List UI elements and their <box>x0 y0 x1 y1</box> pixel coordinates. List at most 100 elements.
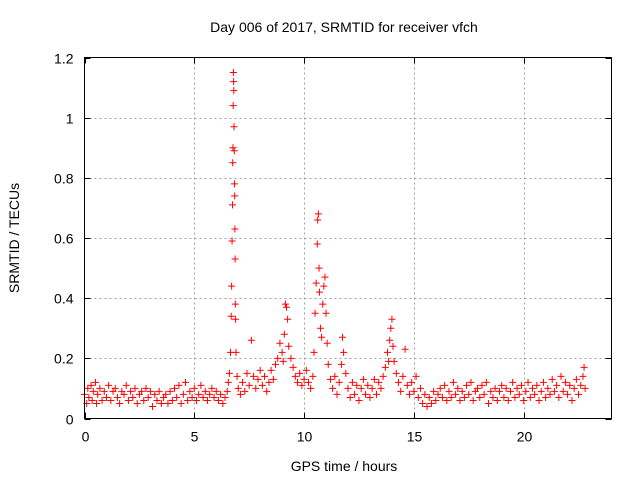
data-point <box>100 387 108 395</box>
data-point <box>229 102 237 110</box>
data-point <box>227 312 235 320</box>
data-point <box>234 384 242 392</box>
data-point <box>212 387 220 395</box>
data-point <box>438 393 446 401</box>
data-point <box>403 381 411 389</box>
data-point <box>153 396 161 404</box>
data-point <box>502 384 510 392</box>
data-point <box>581 384 589 392</box>
data-point <box>221 393 229 401</box>
data-point <box>368 384 376 392</box>
data-point <box>190 384 198 392</box>
data-point <box>304 378 312 386</box>
data-point <box>515 390 523 398</box>
data-point <box>443 396 451 404</box>
data-point <box>140 396 148 404</box>
data-point <box>230 147 238 155</box>
data-point <box>386 336 394 344</box>
data-point <box>186 387 194 395</box>
data-point <box>302 366 310 374</box>
y-axis-label: SRMTID / TECUs <box>6 183 22 293</box>
data-point <box>465 390 473 398</box>
data-point <box>579 372 587 380</box>
data-point <box>84 384 92 392</box>
data-point <box>224 378 232 386</box>
data-point <box>511 393 519 401</box>
data-point <box>323 339 331 347</box>
data-point <box>405 390 413 398</box>
data-point <box>517 381 525 389</box>
data-point <box>491 384 499 392</box>
data-point <box>348 378 356 386</box>
data-point <box>284 315 292 323</box>
data-point <box>381 363 389 371</box>
data-point <box>531 390 539 398</box>
data-point <box>408 378 416 386</box>
data-point <box>231 192 239 200</box>
data-point <box>557 372 565 380</box>
data-point <box>182 378 190 386</box>
data-point <box>570 384 578 392</box>
data-point <box>217 390 225 398</box>
data-point <box>279 357 287 365</box>
data-point <box>289 363 297 371</box>
data-point <box>96 384 104 392</box>
data-point <box>329 384 337 392</box>
data-point <box>245 381 253 389</box>
data-point <box>113 393 121 401</box>
data-point <box>318 333 326 341</box>
data-point <box>395 378 403 386</box>
data-point <box>401 345 409 353</box>
data-point <box>89 387 97 395</box>
data-point <box>142 384 150 392</box>
y-tick-label: 0.4 <box>54 291 74 307</box>
data-point <box>296 369 304 377</box>
data-point <box>480 390 488 398</box>
data-point <box>293 378 301 386</box>
data-point <box>228 201 236 209</box>
data-point <box>311 309 319 317</box>
data-point <box>149 402 157 410</box>
data-point <box>232 348 240 356</box>
data-point <box>504 396 512 404</box>
data-point <box>231 225 239 233</box>
data-point <box>247 336 255 344</box>
data-point <box>287 354 295 362</box>
data-point <box>482 378 490 386</box>
data-point <box>344 384 352 392</box>
y-tick-label: 0.8 <box>54 171 74 187</box>
data-point <box>116 399 124 407</box>
data-point <box>267 366 275 374</box>
data-point <box>397 387 405 395</box>
data-point <box>312 279 320 287</box>
data-point <box>577 381 585 389</box>
data-point <box>230 123 238 131</box>
data-point <box>375 378 383 386</box>
data-point <box>105 381 113 389</box>
data-point <box>539 378 547 386</box>
data-point <box>377 384 385 392</box>
data-point <box>326 375 334 383</box>
data-point <box>144 393 152 401</box>
y-tick-label: 1.2 <box>54 51 74 67</box>
data-point <box>155 387 163 395</box>
data-point <box>322 309 330 317</box>
x-tick-label: 10 <box>297 429 313 445</box>
data-point <box>337 360 345 368</box>
data-point <box>229 144 237 152</box>
data-point <box>232 315 240 323</box>
data-point <box>498 381 506 389</box>
data-point <box>131 384 139 392</box>
data-point <box>351 390 359 398</box>
data-point <box>162 390 170 398</box>
data-point <box>85 393 93 401</box>
data-point <box>164 399 172 407</box>
data-point <box>478 381 486 389</box>
data-point <box>546 390 554 398</box>
data-point <box>500 393 508 401</box>
data-point <box>390 357 398 365</box>
data-point <box>243 369 251 377</box>
data-point <box>423 402 431 410</box>
